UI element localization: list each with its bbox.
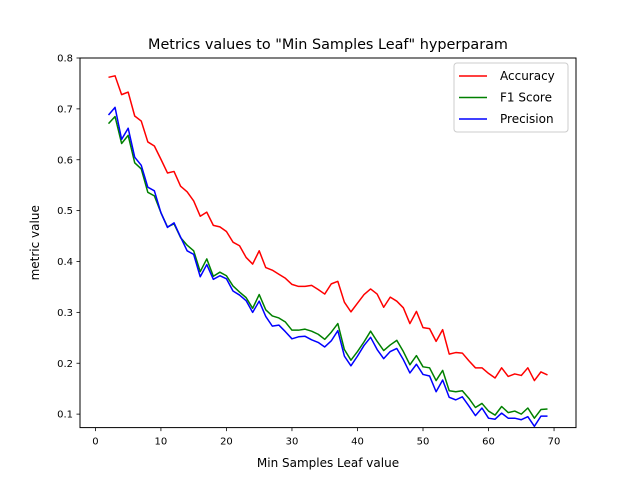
y-axis-ticks: 0.1 0.2 0.3 0.4 0.5 0.6 0.7 0.8 — [57, 54, 80, 421]
y-tick-label: 0.2 — [57, 359, 73, 370]
series-lines — [107, 75, 548, 428]
y-tick-label: 0.8 — [57, 54, 73, 65]
x-axis-label: Min Samples Leaf value — [257, 456, 399, 470]
legend-label-precision: Precision — [500, 112, 554, 126]
legend-label-f1-score: F1 Score — [500, 91, 552, 105]
y-tick-label: 0.6 — [57, 155, 73, 166]
chart-title: Metrics values to "Min Samples Leaf" hyp… — [148, 37, 508, 53]
legend: Accuracy F1 Score Precision — [453, 62, 569, 133]
axes-frame — [79, 57, 577, 429]
y-tick-label: 0.3 — [57, 308, 73, 319]
x-tick-label: 50 — [417, 437, 430, 448]
y-tick-label: 0.7 — [57, 104, 73, 115]
x-axis-ticks: 0 10 20 30 40 50 60 70 — [92, 427, 561, 448]
x-tick-label: 70 — [548, 437, 561, 448]
series-line-accuracy — [108, 75, 548, 382]
series-line-precision — [107, 106, 548, 428]
legend-box — [453, 62, 569, 133]
x-tick-label: 10 — [155, 437, 168, 448]
x-tick-label: 60 — [482, 437, 495, 448]
legend-label-accuracy: Accuracy — [500, 69, 555, 83]
x-tick-label: 30 — [286, 437, 299, 448]
y-tick-label: 0.5 — [57, 206, 73, 217]
x-tick-label: 0 — [92, 437, 98, 448]
y-tick-label: 0.1 — [57, 410, 73, 421]
y-tick-label: 0.4 — [57, 257, 73, 268]
y-axis-label: metric value — [28, 205, 42, 280]
x-tick-label: 20 — [220, 437, 233, 448]
x-tick-label: 40 — [351, 437, 364, 448]
